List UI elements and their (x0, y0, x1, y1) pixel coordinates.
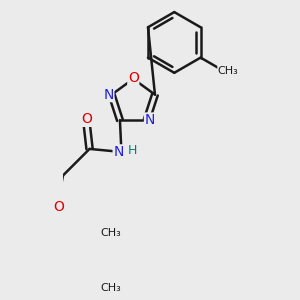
Text: O: O (53, 200, 64, 214)
Text: H: H (128, 144, 137, 157)
Text: N: N (145, 113, 155, 127)
Text: O: O (81, 112, 92, 126)
Text: N: N (113, 145, 124, 159)
Text: CH₃: CH₃ (100, 283, 121, 293)
Text: CH₃: CH₃ (100, 228, 121, 238)
Text: CH₃: CH₃ (218, 65, 238, 76)
Text: O: O (128, 71, 139, 85)
Text: N: N (103, 88, 114, 102)
